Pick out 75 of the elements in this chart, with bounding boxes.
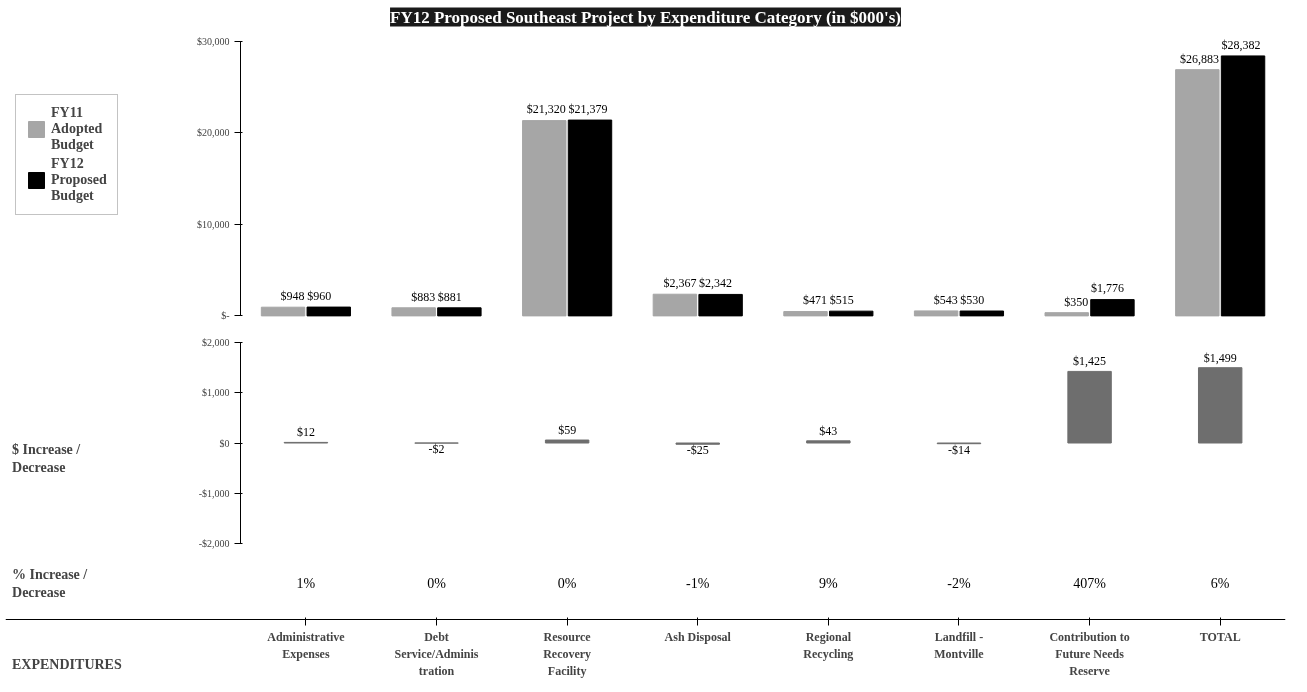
- bar: [652, 293, 698, 317]
- data-label: $543: [933, 292, 958, 307]
- data-label: $948: [280, 289, 305, 304]
- text: -2%: [947, 576, 971, 592]
- data-label: $21,320: [526, 102, 566, 117]
- bar: [829, 310, 874, 317]
- text: % Increase / Decrease: [12, 567, 89, 601]
- y-tick-label: -$1,000: [198, 487, 230, 499]
- bar: [1044, 312, 1089, 317]
- text: 9%: [819, 576, 838, 592]
- y-tick-label: $1,000: [202, 387, 230, 399]
- data-label: $350: [1064, 294, 1089, 309]
- data-label: $59: [558, 423, 577, 438]
- category-label: Ash Disposal: [664, 630, 732, 644]
- text: EXPENDITURES: [12, 657, 122, 672]
- data-label: $28,382: [1221, 37, 1261, 52]
- data-label: -$2: [428, 442, 445, 457]
- data-label: $21,379: [568, 101, 608, 116]
- data-label: $530: [960, 292, 985, 307]
- data-label: -$14: [947, 442, 970, 457]
- data-label: $1,499: [1203, 350, 1237, 365]
- bar: [544, 439, 590, 444]
- text: 0%: [427, 576, 446, 592]
- bar: [260, 306, 306, 317]
- data-label: $883: [411, 289, 436, 304]
- category-label: Landfill - Montville: [934, 630, 985, 661]
- data-label: $515: [829, 293, 854, 308]
- bar: [391, 307, 436, 317]
- y-tick-label: $30,000: [197, 35, 230, 47]
- bar: [306, 306, 351, 317]
- text: 1%: [296, 576, 316, 592]
- y-axis-title: $ Increase / Decrease: [12, 441, 82, 475]
- data-label: $2,367: [663, 276, 697, 291]
- legend-label: FY11 Adopted Budget: [51, 105, 103, 153]
- bar: [806, 440, 851, 444]
- bar: [1067, 370, 1112, 444]
- category-label: Contribution to Future Needs Reserve: [1049, 630, 1130, 678]
- bar: [1197, 367, 1243, 444]
- bar: [567, 119, 613, 317]
- bar: [959, 310, 1005, 317]
- data-label: $12: [296, 425, 315, 440]
- bar: [783, 311, 828, 317]
- bar: [522, 120, 567, 317]
- category-label: TOTAL: [1199, 630, 1241, 644]
- y-tick-label: $0: [219, 437, 230, 449]
- data-label: -$25: [686, 443, 709, 458]
- legend-label: FY12 Proposed Budget: [51, 156, 107, 204]
- text: 0%: [557, 576, 577, 592]
- bar: [1220, 55, 1266, 317]
- bar: [913, 310, 959, 317]
- text: -1%: [686, 576, 710, 592]
- bar: [437, 307, 482, 317]
- category-label: Debt Service/Administration: [394, 630, 479, 678]
- y-tick-label: $10,000: [197, 218, 230, 230]
- data-label: $1,776: [1090, 281, 1124, 296]
- category-label: Resource Recovery Facility: [543, 630, 592, 678]
- data-label: $960: [307, 288, 332, 303]
- data-label: $26,883: [1179, 51, 1219, 66]
- text: 407%: [1073, 576, 1106, 592]
- data-label: $43: [819, 423, 838, 438]
- y-tick-label: $20,000: [197, 127, 230, 139]
- category-label: Administrative Expenses: [267, 630, 346, 661]
- bar: [1090, 299, 1135, 317]
- data-label: $2,342: [699, 276, 733, 291]
- y-tick-label: -$2,000: [198, 537, 230, 549]
- bar: [1175, 69, 1220, 317]
- category-label: Regional Recycling: [803, 630, 854, 661]
- y-tick-label: $-: [221, 310, 230, 322]
- chart-title: FY12 Proposed Southeast Project by Expenditure Category (in $000's): [390, 7, 901, 27]
- y-tick-label: $2,000: [202, 337, 230, 349]
- data-label: $471: [803, 293, 828, 308]
- bar: [698, 293, 743, 317]
- data-label: $881: [437, 289, 462, 304]
- data-label: $1,425: [1073, 354, 1107, 369]
- text: 6%: [1210, 576, 1230, 592]
